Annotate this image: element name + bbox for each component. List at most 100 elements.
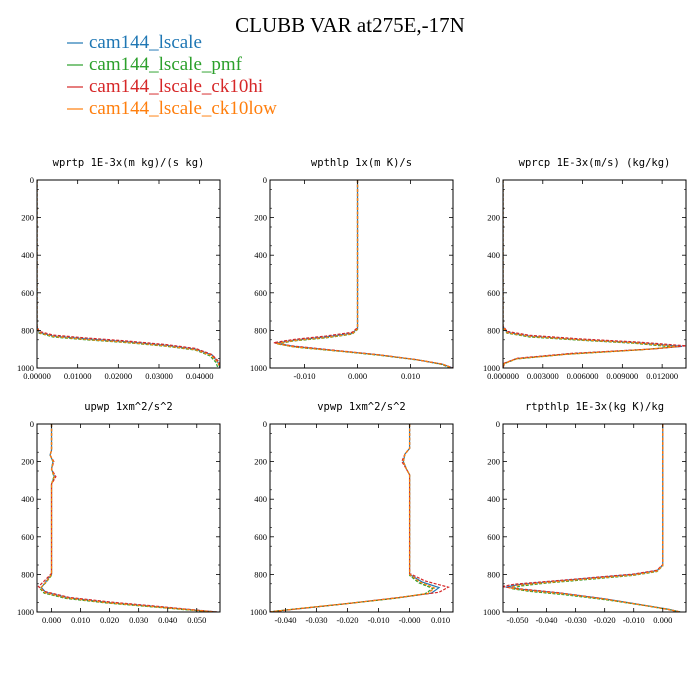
y-tick-label: 0 <box>263 419 267 429</box>
panel-title: wpthlp 1x(m K)/s <box>311 157 412 169</box>
x-tick-label: 0.020 <box>100 615 119 625</box>
panel-6: rtpthlp 1E-3x(kg K)/kg02004006008001000-… <box>483 401 687 625</box>
x-tick-label: 0.003000 <box>527 371 559 381</box>
y-tick-label: 400 <box>487 250 500 260</box>
legend-label-2: cam144_lscale_pmf <box>89 54 243 75</box>
x-tick-label: -0.010 <box>368 615 390 625</box>
x-tick-label: -0.020 <box>594 615 616 625</box>
x-tick-label: -0.000 <box>399 615 421 625</box>
x-tick-label: 0.00000 <box>23 371 51 381</box>
y-tick-label: 600 <box>487 288 500 298</box>
series-line-cam144_lscale_ck10low <box>37 180 220 368</box>
series-line-cam144_lscale_ck10hi <box>37 424 218 612</box>
x-tick-label: 0.000 <box>348 371 367 381</box>
y-tick-label: 800 <box>487 325 500 335</box>
y-tick-label: 600 <box>21 532 34 542</box>
y-tick-label: 600 <box>254 288 267 298</box>
y-tick-label: 600 <box>487 532 500 542</box>
x-tick-label: 0.04000 <box>186 371 214 381</box>
series-line-cam144_lscale_ck10hi <box>37 180 220 368</box>
x-tick-label: 0.010 <box>431 615 450 625</box>
y-tick-label: 400 <box>254 250 267 260</box>
y-tick-label: 0 <box>496 419 500 429</box>
series-line-cam144_lscale <box>270 424 441 612</box>
y-tick-label: 600 <box>254 532 267 542</box>
panel-5: vpwp 1xm^2/s^2 0 200 400 600 800 1000 -0.040 -0.… <box>250 401 454 625</box>
series-line-cam144_lscale_pmf <box>270 424 435 612</box>
panel-2: wpthlp 1x(m K)/s 0 200 400 600 800 1000 -0.010 0… <box>250 157 454 381</box>
y-tick-label: 1000 <box>17 363 34 373</box>
series-line-cam144_lscale_ck10hi <box>503 180 686 368</box>
series-line-cam144_lscale_ck10low <box>270 424 436 612</box>
legend-label-1: cam144_lscale <box>89 32 202 53</box>
y-tick-label: 0 <box>263 175 267 185</box>
x-tick-label: -0.010 <box>293 371 315 381</box>
x-tick-label: -0.020 <box>337 615 359 625</box>
legend-label-4: cam144_lscale_ck10low <box>89 98 277 119</box>
y-tick-label: 400 <box>487 494 500 504</box>
x-tick-label: 0.006000 <box>567 371 599 381</box>
x-tick-label: -0.030 <box>565 615 587 625</box>
x-tick-label: 0.01000 <box>64 371 92 381</box>
x-tick-label: 0.02000 <box>105 371 133 381</box>
series-line-cam144_lscale_pmf <box>39 424 215 612</box>
panel-4: upwp 1xm^2/s^2 0 200 400 600 800 1000 0.000 0.01… <box>17 401 221 625</box>
plot-frame <box>269 423 454 613</box>
x-tick-label: 0.010 <box>71 615 90 625</box>
x-tick-label: -0.050 <box>507 615 529 625</box>
y-tick-label: 800 <box>254 569 267 579</box>
y-tick-label: 0 <box>30 419 34 429</box>
panel-title: upwp 1xm^2/s^2 <box>84 401 173 413</box>
plot-frame <box>36 179 221 369</box>
legend-label-3: cam144_lscale_ck10hi <box>89 76 263 97</box>
y-tick-label: 1000 <box>250 607 267 617</box>
panel-3: wprcp 1E-3x(m/s) (kg/kg) 0 200 400 600 800 100… <box>483 157 687 381</box>
series-group <box>503 424 681 612</box>
panels: wprtp 1E-3x(m kg)/(s kg) 0 200 400 600 800 100… <box>17 157 687 625</box>
y-tick-label: 200 <box>21 457 34 467</box>
x-tick-label: 0.010 <box>401 371 420 381</box>
series-line-cam144_lscale_ck10low <box>276 180 453 368</box>
series-line-cam144_lscale_ck10low <box>39 424 216 612</box>
y-tick-label: 200 <box>254 213 267 223</box>
x-tick-label: -0.040 <box>536 615 558 625</box>
x-tick-label: 0.040 <box>158 615 177 625</box>
series-group <box>270 424 450 612</box>
plot-frame <box>502 423 687 613</box>
y-tick-label: 1000 <box>483 607 500 617</box>
plot-frame <box>269 179 454 369</box>
series-line-cam144_lscale <box>40 424 218 612</box>
figure-title: CLUBB VAR at275E,-17N <box>235 13 465 37</box>
y-tick-label: 600 <box>21 288 34 298</box>
x-tick-label: 0.000000 <box>487 371 519 381</box>
y-tick-label: 400 <box>254 494 267 504</box>
series-group <box>37 424 218 612</box>
panel-title: rtpthlp 1E-3x(kg K)/kg <box>525 401 664 413</box>
x-tick-label: 0.000 <box>42 615 61 625</box>
x-tick-label: -0.030 <box>306 615 328 625</box>
y-tick-label: 0 <box>496 175 500 185</box>
legend: cam144_lscalecam144_lscale_pmfcam144_lsc… <box>67 32 277 119</box>
y-tick-label: 800 <box>254 325 267 335</box>
panel-1: wprtp 1E-3x(m kg)/(s kg) 0 200 400 600 800 100… <box>17 157 221 381</box>
y-tick-label: 200 <box>254 457 267 467</box>
y-tick-label: 1000 <box>17 607 34 617</box>
y-tick-label: 800 <box>487 569 500 579</box>
y-tick-label: 200 <box>21 213 34 223</box>
series-line-cam144_lscale <box>37 180 220 368</box>
x-tick-label: 0.000 <box>653 615 672 625</box>
y-tick-label: 0 <box>30 175 34 185</box>
series-group <box>503 180 686 368</box>
series-line-cam144_lscale_pmf <box>37 180 219 368</box>
x-tick-label: -0.040 <box>275 615 297 625</box>
y-tick-label: 400 <box>21 494 34 504</box>
y-tick-label: 1000 <box>250 363 267 373</box>
x-tick-label: 0.009000 <box>606 371 638 381</box>
series-line-cam144_lscale_ck10low <box>503 180 679 368</box>
y-tick-label: 400 <box>21 250 34 260</box>
x-tick-label: 0.03000 <box>145 371 173 381</box>
series-group <box>273 180 453 368</box>
y-tick-label: 1000 <box>483 363 500 373</box>
x-tick-label: 0.012000 <box>646 371 678 381</box>
y-tick-label: 200 <box>487 457 500 467</box>
